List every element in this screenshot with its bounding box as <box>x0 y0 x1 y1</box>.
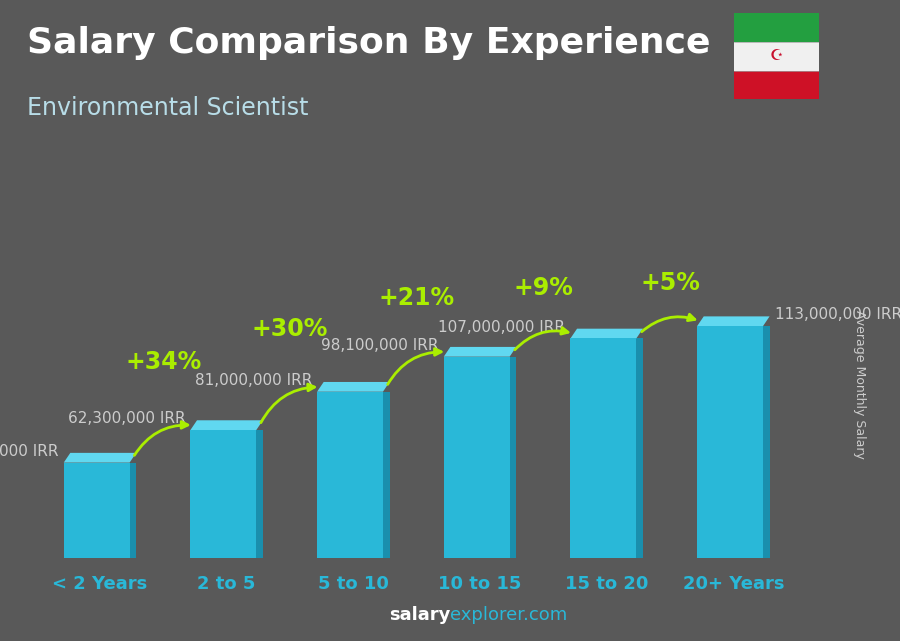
Bar <box>571 338 636 558</box>
Polygon shape <box>763 326 769 558</box>
Polygon shape <box>317 382 390 392</box>
Bar <box>191 430 256 558</box>
Polygon shape <box>571 329 643 338</box>
Polygon shape <box>383 392 390 558</box>
Polygon shape <box>509 356 517 558</box>
Bar <box>734 71 819 99</box>
Text: ☪: ☪ <box>770 47 783 63</box>
Text: salary: salary <box>389 606 450 624</box>
Bar <box>444 356 509 558</box>
Polygon shape <box>130 463 136 558</box>
Polygon shape <box>444 347 517 356</box>
Text: +30%: +30% <box>252 317 328 340</box>
Text: 113,000,000 IRR: 113,000,000 IRR <box>775 308 900 322</box>
Text: 5 to 10: 5 to 10 <box>318 575 389 593</box>
Text: +9%: +9% <box>513 276 573 299</box>
Text: 107,000,000 IRR: 107,000,000 IRR <box>438 320 565 335</box>
Polygon shape <box>256 430 263 558</box>
Text: 10 to 15: 10 to 15 <box>438 575 522 593</box>
Text: 2 to 5: 2 to 5 <box>197 575 256 593</box>
Bar <box>734 42 819 71</box>
Bar <box>698 326 763 558</box>
Text: 81,000,000 IRR: 81,000,000 IRR <box>194 373 312 388</box>
Text: 46,400,000 IRR: 46,400,000 IRR <box>0 444 58 459</box>
Text: Average Monthly Salary: Average Monthly Salary <box>853 310 866 459</box>
Text: < 2 Years: < 2 Years <box>52 575 148 593</box>
Polygon shape <box>64 453 136 463</box>
Text: +21%: +21% <box>379 287 454 310</box>
Text: Environmental Scientist: Environmental Scientist <box>27 96 309 120</box>
Polygon shape <box>191 420 263 430</box>
Text: 98,100,000 IRR: 98,100,000 IRR <box>321 338 438 353</box>
Polygon shape <box>636 338 643 558</box>
Bar <box>64 463 130 558</box>
Text: 15 to 20: 15 to 20 <box>565 575 648 593</box>
Text: +5%: +5% <box>640 271 700 294</box>
Text: +34%: +34% <box>125 350 202 374</box>
Bar <box>734 13 819 42</box>
Polygon shape <box>698 317 770 326</box>
Text: 20+ Years: 20+ Years <box>682 575 784 593</box>
Bar <box>317 392 383 558</box>
Text: explorer.com: explorer.com <box>450 606 567 624</box>
Text: Salary Comparison By Experience: Salary Comparison By Experience <box>27 26 710 60</box>
Text: 62,300,000 IRR: 62,300,000 IRR <box>68 412 185 426</box>
